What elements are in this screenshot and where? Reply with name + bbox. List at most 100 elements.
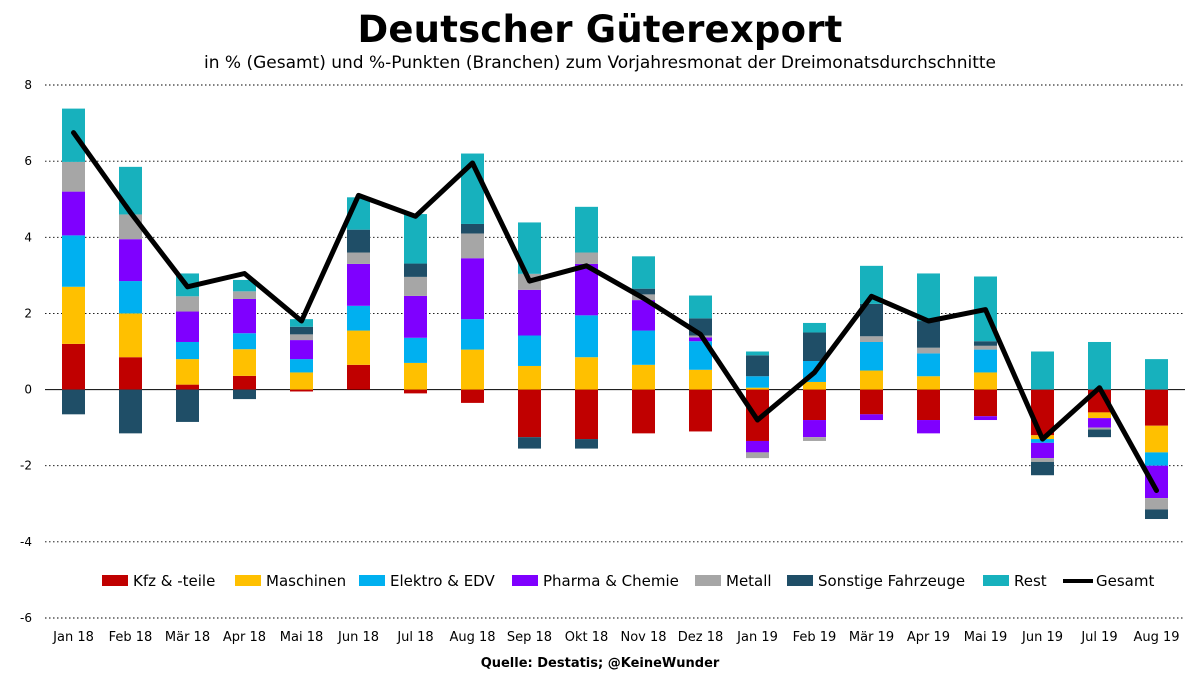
bar-segment-0-4 — [62, 161, 85, 192]
legend-swatch-2 — [359, 575, 385, 586]
bar-segment-13-1 — [803, 381, 826, 390]
legend-label: Maschinen — [266, 572, 346, 590]
bar-segment-11-6 — [689, 295, 712, 319]
chart-source: Quelle: Destatis; @KeineWunder — [480, 656, 720, 671]
x-tick-label: Jan 18 — [52, 630, 94, 645]
bar-segment-15-4 — [917, 347, 940, 354]
bar-segment-17-5 — [1031, 461, 1054, 476]
bar-segment-13-5 — [803, 332, 826, 362]
bar-segment-0-2 — [62, 235, 85, 287]
bar-segment-10-6 — [632, 256, 655, 289]
bar-segment-14-0 — [860, 389, 883, 415]
bar-segment-15-0 — [917, 389, 940, 421]
bar-segment-3-0 — [233, 375, 256, 390]
bar-segment-2-0 — [176, 384, 199, 390]
bar-segment-5-4 — [347, 252, 370, 264]
bar-segment-3-6 — [233, 279, 256, 292]
bar-segment-13-4 — [803, 437, 826, 441]
bar-segment-12-0 — [746, 389, 769, 441]
bar-segment-5-0 — [347, 364, 370, 390]
bar-segment-16-1 — [974, 372, 997, 390]
bar-segment-15-3 — [917, 420, 940, 434]
bar-segment-5-2 — [347, 305, 370, 331]
y-tick-label: -4 — [20, 535, 32, 549]
legend-swatch-5 — [787, 575, 813, 586]
bar-segment-19-5 — [1145, 509, 1168, 520]
bar-segment-9-5 — [575, 439, 598, 449]
x-tick-label: Apr 18 — [223, 630, 266, 645]
bar-segment-19-2 — [1145, 452, 1168, 466]
bar-segment-19-6 — [1145, 359, 1168, 390]
bar-segment-8-3 — [518, 289, 541, 336]
gesamt-line — [71, 130, 1159, 493]
bar-segment-8-5 — [518, 437, 541, 449]
bar-segment-2-3 — [176, 311, 199, 342]
x-tick-label: Dez 18 — [678, 630, 724, 645]
bar-segment-6-6 — [404, 214, 427, 264]
bar-segment-10-5 — [632, 288, 655, 295]
legend-label: Rest — [1014, 572, 1047, 590]
y-tick-label: 6 — [24, 154, 32, 168]
x-tick-label: Mär 19 — [849, 630, 894, 645]
bar-segment-17-4 — [1031, 458, 1054, 462]
bar-segment-9-4 — [575, 252, 598, 264]
y-tick-label: 8 — [24, 78, 32, 92]
bar-segment-1-0 — [119, 357, 142, 390]
bar-segment-6-3 — [404, 295, 427, 338]
chart-title: Deutscher Güterexport — [357, 8, 843, 51]
bar-segment-14-6 — [860, 265, 883, 304]
x-tick-label: Mai 18 — [280, 630, 323, 645]
bar-segment-8-1 — [518, 365, 541, 390]
y-tick-label: -2 — [20, 459, 32, 473]
bar-segment-1-2 — [119, 281, 142, 314]
x-tick-label: Feb 18 — [109, 630, 153, 645]
bar-segment-9-6 — [575, 206, 598, 253]
legend-label: Elektro & EDV — [390, 572, 495, 590]
bar-segment-19-0 — [1145, 389, 1168, 426]
bar-segment-8-2 — [518, 335, 541, 366]
x-tick-label: Aug 19 — [1133, 630, 1179, 645]
bar-segment-5-5 — [347, 229, 370, 253]
bar-segment-4-0 — [290, 389, 313, 392]
x-tick-label: Jun 19 — [1021, 630, 1063, 645]
bar-segment-17-3 — [1031, 442, 1054, 459]
x-tick-label: Okt 18 — [565, 630, 609, 645]
bar-segment-18-1 — [1088, 412, 1111, 419]
bar-segment-4-4 — [290, 334, 313, 341]
bar-segment-6-5 — [404, 263, 427, 277]
bar-segment-5-1 — [347, 330, 370, 365]
bar-segment-14-2 — [860, 341, 883, 371]
bar-segment-15-6 — [917, 273, 940, 322]
bar-segment-12-3 — [746, 440, 769, 453]
bar-segment-7-1 — [461, 349, 484, 390]
bar-segment-0-0 — [62, 343, 85, 390]
bar-segment-16-5 — [974, 341, 997, 346]
bar-segment-7-3 — [461, 258, 484, 320]
x-tick-label: Jan 19 — [736, 630, 778, 645]
bar-segment-0-3 — [62, 191, 85, 236]
bar-segment-16-3 — [974, 416, 997, 421]
bar-segment-7-0 — [461, 389, 484, 403]
x-tick-label: Nov 18 — [620, 630, 666, 645]
legend-label: Sonstige Fahrzeuge — [818, 572, 965, 590]
bar-segment-16-4 — [974, 345, 997, 350]
y-tick-label: 4 — [24, 230, 32, 244]
bar-segment-6-1 — [404, 362, 427, 390]
x-tick-label: Jul 19 — [1080, 630, 1117, 645]
x-tick-label: Feb 19 — [793, 630, 837, 645]
x-tick-label: Sep 18 — [507, 630, 552, 645]
legend-label: Gesamt — [1096, 572, 1154, 590]
bar-segment-11-3 — [689, 337, 712, 342]
bar-segment-4-3 — [290, 340, 313, 360]
bar-segment-18-4 — [1088, 427, 1111, 430]
bar-segment-10-3 — [632, 300, 655, 331]
bar-segment-15-1 — [917, 376, 940, 390]
bar-segment-8-0 — [518, 389, 541, 438]
bar-segment-13-0 — [803, 389, 826, 421]
bar-segment-2-2 — [176, 341, 199, 360]
bar-segment-8-6 — [518, 222, 541, 274]
bar-segment-2-4 — [176, 296, 199, 312]
bar-segment-19-4 — [1145, 498, 1168, 510]
legend-swatch-6 — [983, 575, 1009, 586]
